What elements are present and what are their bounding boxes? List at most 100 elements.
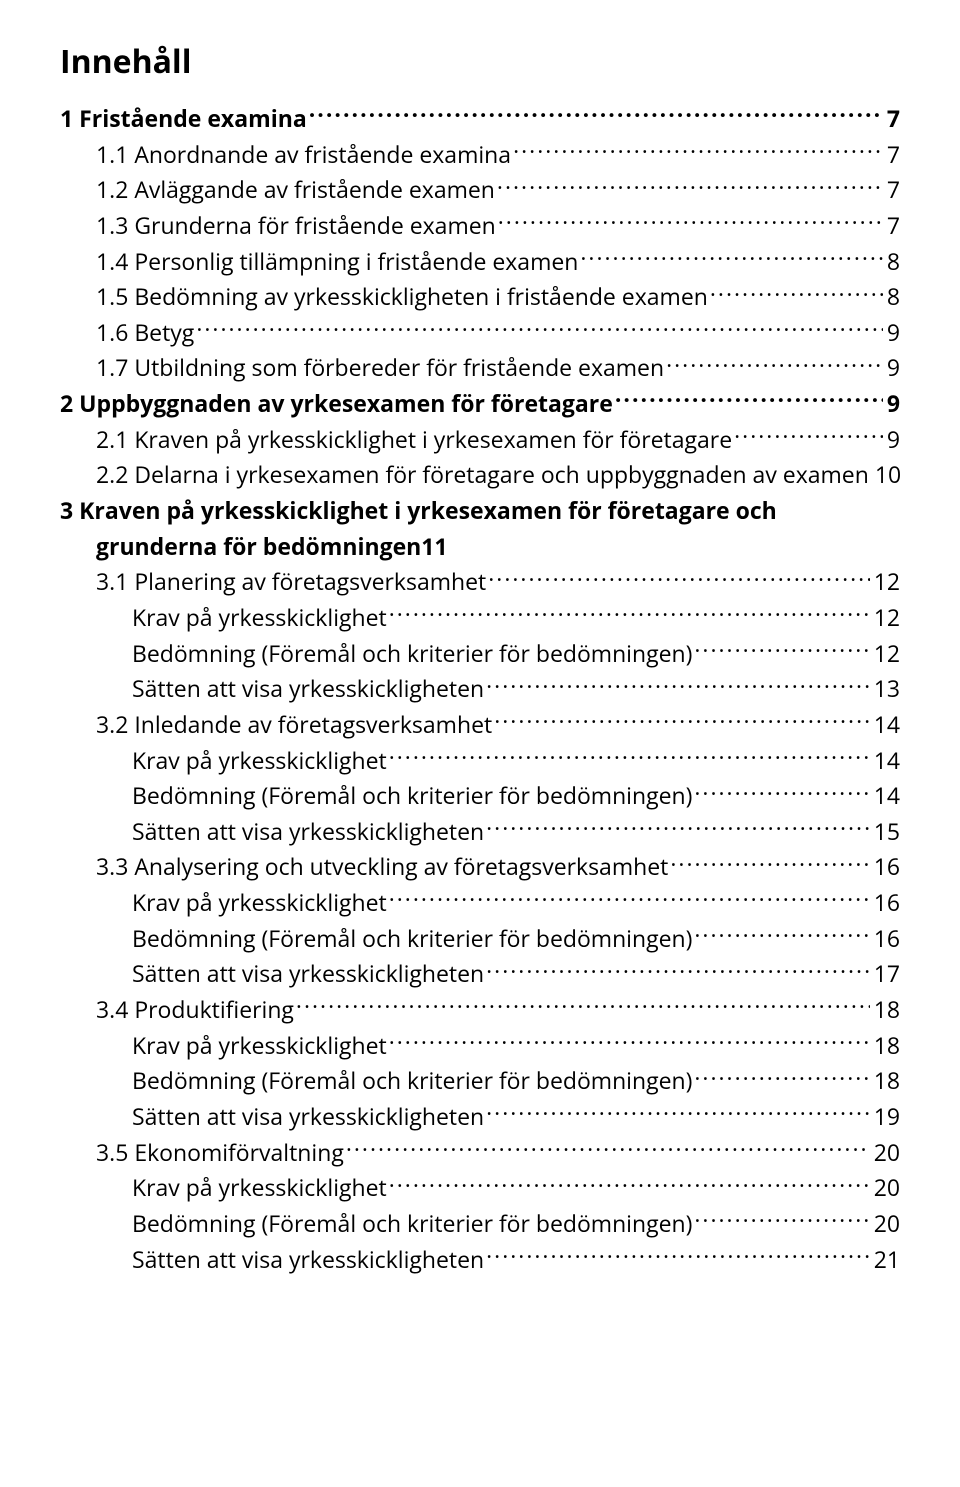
toc-leader [389, 888, 870, 911]
toc-entry-label: 3.4 Produktifiering [96, 992, 294, 1028]
toc-leader [296, 995, 870, 1018]
toc-entry-page: 9 [885, 350, 900, 386]
toc-entry: 3.1 Planering av företagsverksamhet 12 [60, 564, 900, 600]
toc-entry: Bedömning (Föremål och kriterier för bed… [60, 636, 900, 672]
toc-leader [389, 1173, 870, 1196]
toc-leader [486, 817, 870, 840]
toc-entry: 2.1 Kraven på yrkesskicklighet i yrkesex… [60, 422, 900, 458]
toc-entry-label: 3.2 Inledande av företagsverksamhet [96, 707, 492, 743]
toc-entry: 1.5 Bedömning av yrkesskickligheten i fr… [60, 279, 900, 315]
toc-leader [346, 1138, 870, 1161]
toc-entry-page: 16 [872, 849, 900, 885]
toc-entry-label: Sätten att visa yrkesskickligheten [132, 956, 484, 992]
toc-entry-page: 12 [872, 636, 900, 672]
toc-entry-label: Bedömning (Föremål och kriterier för bed… [132, 921, 692, 957]
toc-leader [497, 175, 883, 198]
toc-entry: 1.4 Personlig tillämpning i fristående e… [60, 244, 900, 280]
toc-entry-label: 1.5 Bedömning av yrkesskickligheten i fr… [96, 279, 708, 315]
toc-entry: 3.3 Analysering och utveckling av företa… [60, 849, 900, 885]
toc-entry-label: 1.6 Betyg [96, 315, 194, 351]
toc-entry: 1.1 Anordnande av fristående examina 7 [60, 137, 900, 173]
toc-entry-page: 17 [872, 956, 900, 992]
toc-leader [670, 852, 869, 875]
toc-entry-page: 7 [885, 172, 900, 208]
toc-entry-label: 1.1 Anordnande av fristående examina [96, 137, 511, 173]
toc-entry-label: Sätten att visa yrkesskickligheten [132, 671, 484, 707]
toc-entry-page: 18 [872, 1063, 900, 1099]
toc-entry: Sätten att visa yrkesskickligheten 19 [60, 1099, 900, 1135]
toc-leader [486, 1245, 870, 1268]
toc-entry: 2 Uppbyggnaden av yrkesexamen för företa… [60, 386, 900, 422]
toc-entry-label: Sätten att visa yrkesskickligheten [132, 814, 484, 850]
toc-entry-label: Bedömning (Föremål och kriterier för bed… [132, 778, 692, 814]
toc-entry-label: 2.2 Delarna i yrkesexamen för företagare… [96, 457, 869, 493]
toc-entry-page: 12 [872, 600, 900, 636]
toc-leader [389, 746, 870, 769]
toc-entry-label: 1 Fristående examina [60, 101, 307, 137]
toc-entry: 1.2 Avläggande av fristående examen 7 [60, 172, 900, 208]
toc-entry-label: 3.5 Ekonomiförvaltning [96, 1135, 344, 1171]
toc-entry-page: 7 [885, 208, 900, 244]
toc-leader [694, 1066, 869, 1089]
toc-leader [309, 104, 883, 127]
toc-entry-label: grunderna för bedömningen [96, 529, 421, 565]
toc-entry: Krav på yrkesskicklighet18 [60, 1028, 900, 1064]
toc-leader [488, 567, 869, 590]
toc-entry: grunderna för bedömningen11 [60, 529, 900, 565]
toc-leader [580, 247, 882, 270]
toc-entry: Krav på yrkesskicklighet12 [60, 600, 900, 636]
toc-entry-page: 20 [872, 1206, 900, 1242]
toc-entry-page: 19 [872, 1099, 900, 1135]
toc-entry: Sätten att visa yrkesskickligheten 13 [60, 671, 900, 707]
toc-leader [513, 140, 883, 163]
toc-entry-page: 7 [885, 101, 900, 137]
toc-entry: Bedömning (Föremål och kriterier för bed… [60, 921, 900, 957]
toc-entry-page: 9 [885, 422, 900, 458]
toc-entry: Bedömning (Föremål och kriterier för bed… [60, 778, 900, 814]
toc-leader [486, 674, 870, 697]
toc-entry: 2.2 Delarna i yrkesexamen för företagare… [60, 457, 900, 493]
toc-entry-page: 14 [872, 707, 900, 743]
toc-entry: 1.3 Grunderna för fristående examen 7 [60, 208, 900, 244]
toc-entry-label: 1.2 Avläggande av fristående examen [96, 172, 495, 208]
table-of-contents: 1 Fristående examina71.1 Anordnande av f… [60, 101, 900, 1277]
toc-entry-label: Sätten att visa yrkesskickligheten [132, 1099, 484, 1135]
toc-entry-label: Sätten att visa yrkesskickligheten [132, 1242, 484, 1278]
toc-leader [498, 211, 883, 234]
toc-entry-label: 2 Uppbyggnaden av yrkesexamen för företa… [60, 386, 613, 422]
toc-entry-page: 16 [872, 885, 900, 921]
toc-entry: 3.4 Produktifiering18 [60, 992, 900, 1028]
toc-entry-page: 12 [872, 564, 900, 600]
toc-leader [710, 282, 883, 305]
toc-entry-label: 3.3 Analysering och utveckling av företa… [96, 849, 668, 885]
toc-leader [196, 318, 883, 341]
toc-leader [694, 639, 869, 662]
toc-entry-label: 1.3 Grunderna för fristående examen [96, 208, 496, 244]
toc-entry-page: 18 [872, 1028, 900, 1064]
toc-entry-page: 21 [872, 1242, 900, 1278]
page-title: Innehåll [60, 40, 900, 83]
toc-leader [666, 353, 883, 376]
toc-leader [486, 1102, 870, 1125]
toc-entry-label: Krav på yrkesskicklighet [132, 743, 387, 779]
toc-entry-label: 3.1 Planering av företagsverksamhet [96, 564, 486, 600]
toc-entry: Sätten att visa yrkesskickligheten 15 [60, 814, 900, 850]
toc-entry-page: 20 [872, 1170, 900, 1206]
toc-entry: Sätten att visa yrkesskickligheten 17 [60, 956, 900, 992]
toc-entry-page: 20 [872, 1135, 900, 1171]
toc-leader [694, 924, 869, 947]
toc-entry: 3 Kraven på yrkesskicklighet i yrkesexam… [60, 493, 900, 529]
toc-leader [494, 710, 869, 733]
toc-entry-page: 10 [873, 457, 901, 493]
toc-entry-page: 9 [885, 315, 900, 351]
toc-entry-page: 7 [885, 137, 900, 173]
toc-entry-page: 8 [885, 244, 900, 280]
toc-entry-page: 8 [885, 279, 900, 315]
toc-entry: 3.5 Ekonomiförvaltning 20 [60, 1135, 900, 1171]
toc-entry-page: 11 [421, 529, 447, 565]
toc-entry-page: 15 [872, 814, 900, 850]
toc-entry: 3.2 Inledande av företagsverksamhet 14 [60, 707, 900, 743]
toc-leader [615, 389, 883, 412]
toc-entry-page: 13 [872, 671, 900, 707]
toc-entry-label: Bedömning (Föremål och kriterier för bed… [132, 1063, 692, 1099]
